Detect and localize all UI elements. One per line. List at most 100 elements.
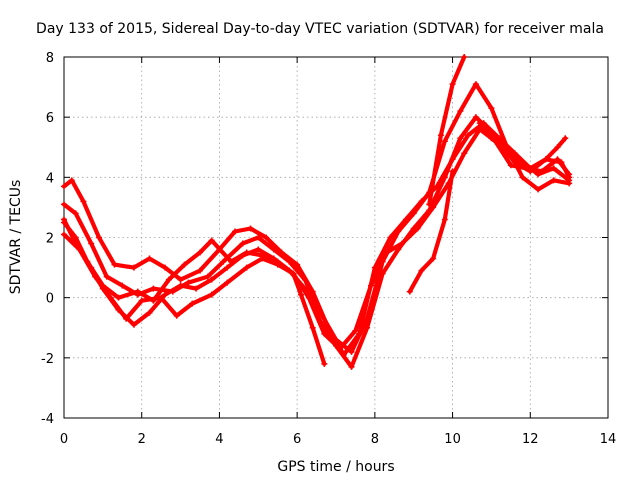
data-point-marker [426, 201, 433, 208]
data-point-marker [119, 282, 126, 289]
data-point-marker [220, 258, 227, 265]
data-point-marker [68, 177, 75, 184]
x-tick-label: 6 [293, 432, 301, 447]
data-point-marker [208, 237, 215, 244]
data-point-marker [430, 204, 437, 211]
data-point-marker [255, 234, 262, 241]
data-point-marker [115, 294, 122, 301]
data-point-marker [488, 105, 495, 112]
data-point-marker [130, 321, 137, 328]
data-point-marker [367, 282, 374, 289]
data-point-marker [321, 360, 328, 367]
data-point-marker [399, 240, 406, 247]
data-point-marker [193, 285, 200, 292]
data-point-marker [239, 240, 246, 247]
data-point-marker [185, 279, 192, 286]
data-point-marker [165, 276, 172, 283]
data-point-marker [294, 261, 301, 268]
y-tick-label: 0 [46, 292, 54, 307]
y-tick-label: 2 [46, 232, 54, 247]
data-point-marker [243, 249, 250, 256]
data-point-marker [566, 177, 573, 184]
data-point-marker [95, 234, 102, 241]
data-point-marker [162, 291, 169, 298]
data-point-marker [395, 228, 402, 235]
data-point-marker [309, 324, 316, 331]
data-point-marker [511, 159, 518, 166]
data-point-marker [352, 327, 359, 334]
data-point-marker [418, 267, 425, 274]
data-point-marker [519, 174, 526, 181]
data-point-marker [177, 282, 184, 289]
data-point-marker [103, 273, 110, 280]
data-point-marker [566, 171, 573, 178]
data-point-marker [535, 186, 542, 193]
data-point-marker [231, 228, 238, 235]
x-tick-label: 12 [522, 432, 539, 447]
data-point-marker [441, 138, 448, 145]
data-point-marker [441, 174, 448, 181]
data-point-marker [228, 258, 235, 265]
data-point-marker [465, 132, 472, 139]
data-point-marker [224, 279, 231, 286]
data-point-marker [550, 165, 557, 172]
data-point-marker [158, 294, 165, 301]
data-point-marker [472, 114, 479, 121]
data-point-marker [162, 264, 169, 271]
chart-title: Day 133 of 2015, Sidereal Day-to-day VTE… [36, 21, 604, 37]
x-tick-label: 0 [60, 432, 68, 447]
data-point-marker [146, 255, 153, 262]
x-tick-label: 8 [371, 432, 379, 447]
data-point-marker [476, 120, 483, 127]
data-point-marker [527, 168, 534, 175]
data-point-marker [150, 297, 157, 304]
data-point-marker [348, 348, 355, 355]
data-point-marker [554, 156, 561, 163]
data-point-marker [138, 297, 145, 304]
data-point-marker [204, 273, 211, 280]
data-point-marker [290, 270, 297, 277]
data-point-marker [519, 159, 526, 166]
data-point-marker [259, 252, 266, 259]
data-point-marker [305, 294, 312, 301]
data-point-marker [177, 276, 184, 283]
x-tick-label: 10 [444, 432, 461, 447]
data-point-marker [387, 234, 394, 241]
data-point-marker [488, 135, 495, 142]
data-point-marker [406, 288, 413, 295]
data-point-marker [441, 216, 448, 223]
data-point-marker [500, 144, 507, 151]
data-point-marker [371, 264, 378, 271]
data-point-marker [348, 363, 355, 370]
data-point-marker [181, 261, 188, 268]
data-point-marker [538, 168, 545, 175]
data-point-marker [197, 249, 203, 256]
data-point-marker [224, 264, 231, 271]
data-point-marker [146, 309, 153, 316]
data-point-marker [61, 201, 67, 208]
data-point-marker [410, 210, 417, 217]
data-point-marker [488, 129, 495, 136]
x-tick-label: 14 [600, 432, 617, 447]
data-point-marker [88, 240, 95, 247]
x-axis-label: GPS time / hours [277, 459, 394, 475]
data-point-marker [507, 162, 514, 169]
y-tick-label: 6 [46, 111, 54, 126]
data-point-marker [437, 132, 444, 139]
series-track-3 [61, 115, 572, 369]
data-point-marker [111, 261, 118, 268]
data-point-marker [301, 276, 308, 283]
y-tick-label: 4 [46, 171, 54, 186]
data-point-marker [263, 234, 270, 241]
data-point-marker [364, 324, 371, 331]
data-point-marker [476, 126, 483, 133]
tick-labels: 0 2 4 6 8 10 12 14 -4 -2 0 2 4 6 8 [41, 51, 616, 447]
data-series [61, 54, 573, 370]
data-point-marker [457, 135, 464, 142]
x-tick-label: 4 [215, 432, 223, 447]
data-point-marker [550, 177, 557, 184]
data-point-marker [150, 285, 157, 292]
axis-ticks [63, 56, 609, 419]
data-point-marker [130, 264, 137, 271]
data-point-marker [61, 216, 67, 223]
